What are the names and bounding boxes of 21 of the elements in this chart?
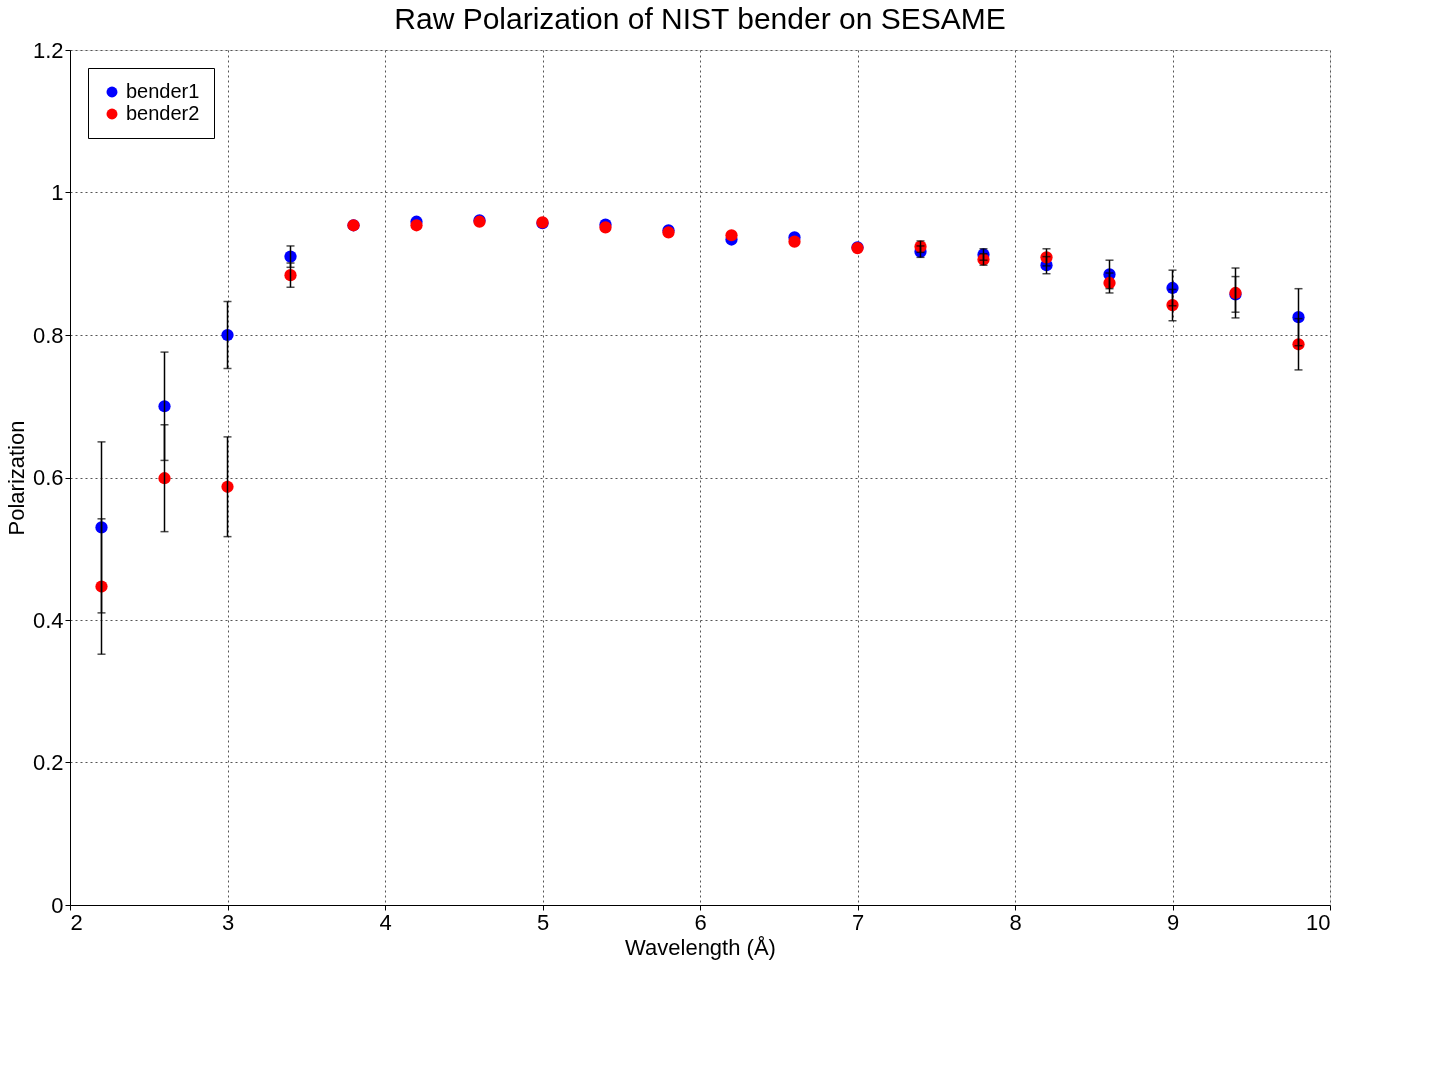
y-tick-label: 0	[51, 892, 64, 918]
y-tick-label: 1	[51, 180, 64, 205]
x-axis-title: Wavelength (Å)	[625, 934, 776, 960]
x-tick-label: 4	[379, 909, 392, 935]
y-tick-label: 1.2	[32, 37, 64, 63]
y-tick-label: 0.4	[32, 607, 64, 633]
x-tick-label: 9	[1166, 909, 1180, 935]
legend-label: bender1	[126, 80, 200, 102]
x-tick-label: 10	[1306, 909, 1331, 935]
x-tick-label: 7	[851, 909, 865, 935]
x-tick-label: 8	[1009, 909, 1022, 935]
x-tick-label: 3	[221, 909, 235, 935]
y-tick-label: 0.6	[32, 465, 64, 490]
x-tick-label: 6	[694, 909, 707, 935]
y-axis-title: Polarization	[3, 420, 29, 536]
y-tick-label: 0.8	[32, 322, 64, 348]
x-tick-label: 2	[70, 909, 83, 935]
chart-title: Raw Polarization of NIST bender on SESAME	[394, 2, 1006, 35]
y-tick-label: 0.2	[32, 750, 64, 775]
x-tick-label: 5	[536, 909, 550, 935]
legend-label: bender2	[126, 102, 200, 124]
